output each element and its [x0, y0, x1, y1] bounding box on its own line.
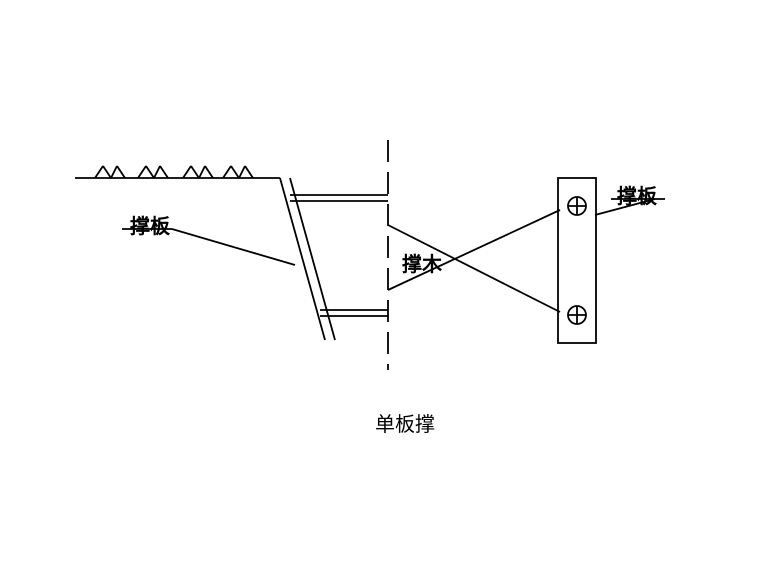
label-left-board: 撑板: [130, 210, 170, 239]
label-right-board: 撑板: [617, 180, 657, 209]
diagram-canvas: [0, 0, 760, 571]
label-strut-wood: 撑木: [402, 248, 442, 277]
caption: 单板撑: [375, 408, 435, 437]
